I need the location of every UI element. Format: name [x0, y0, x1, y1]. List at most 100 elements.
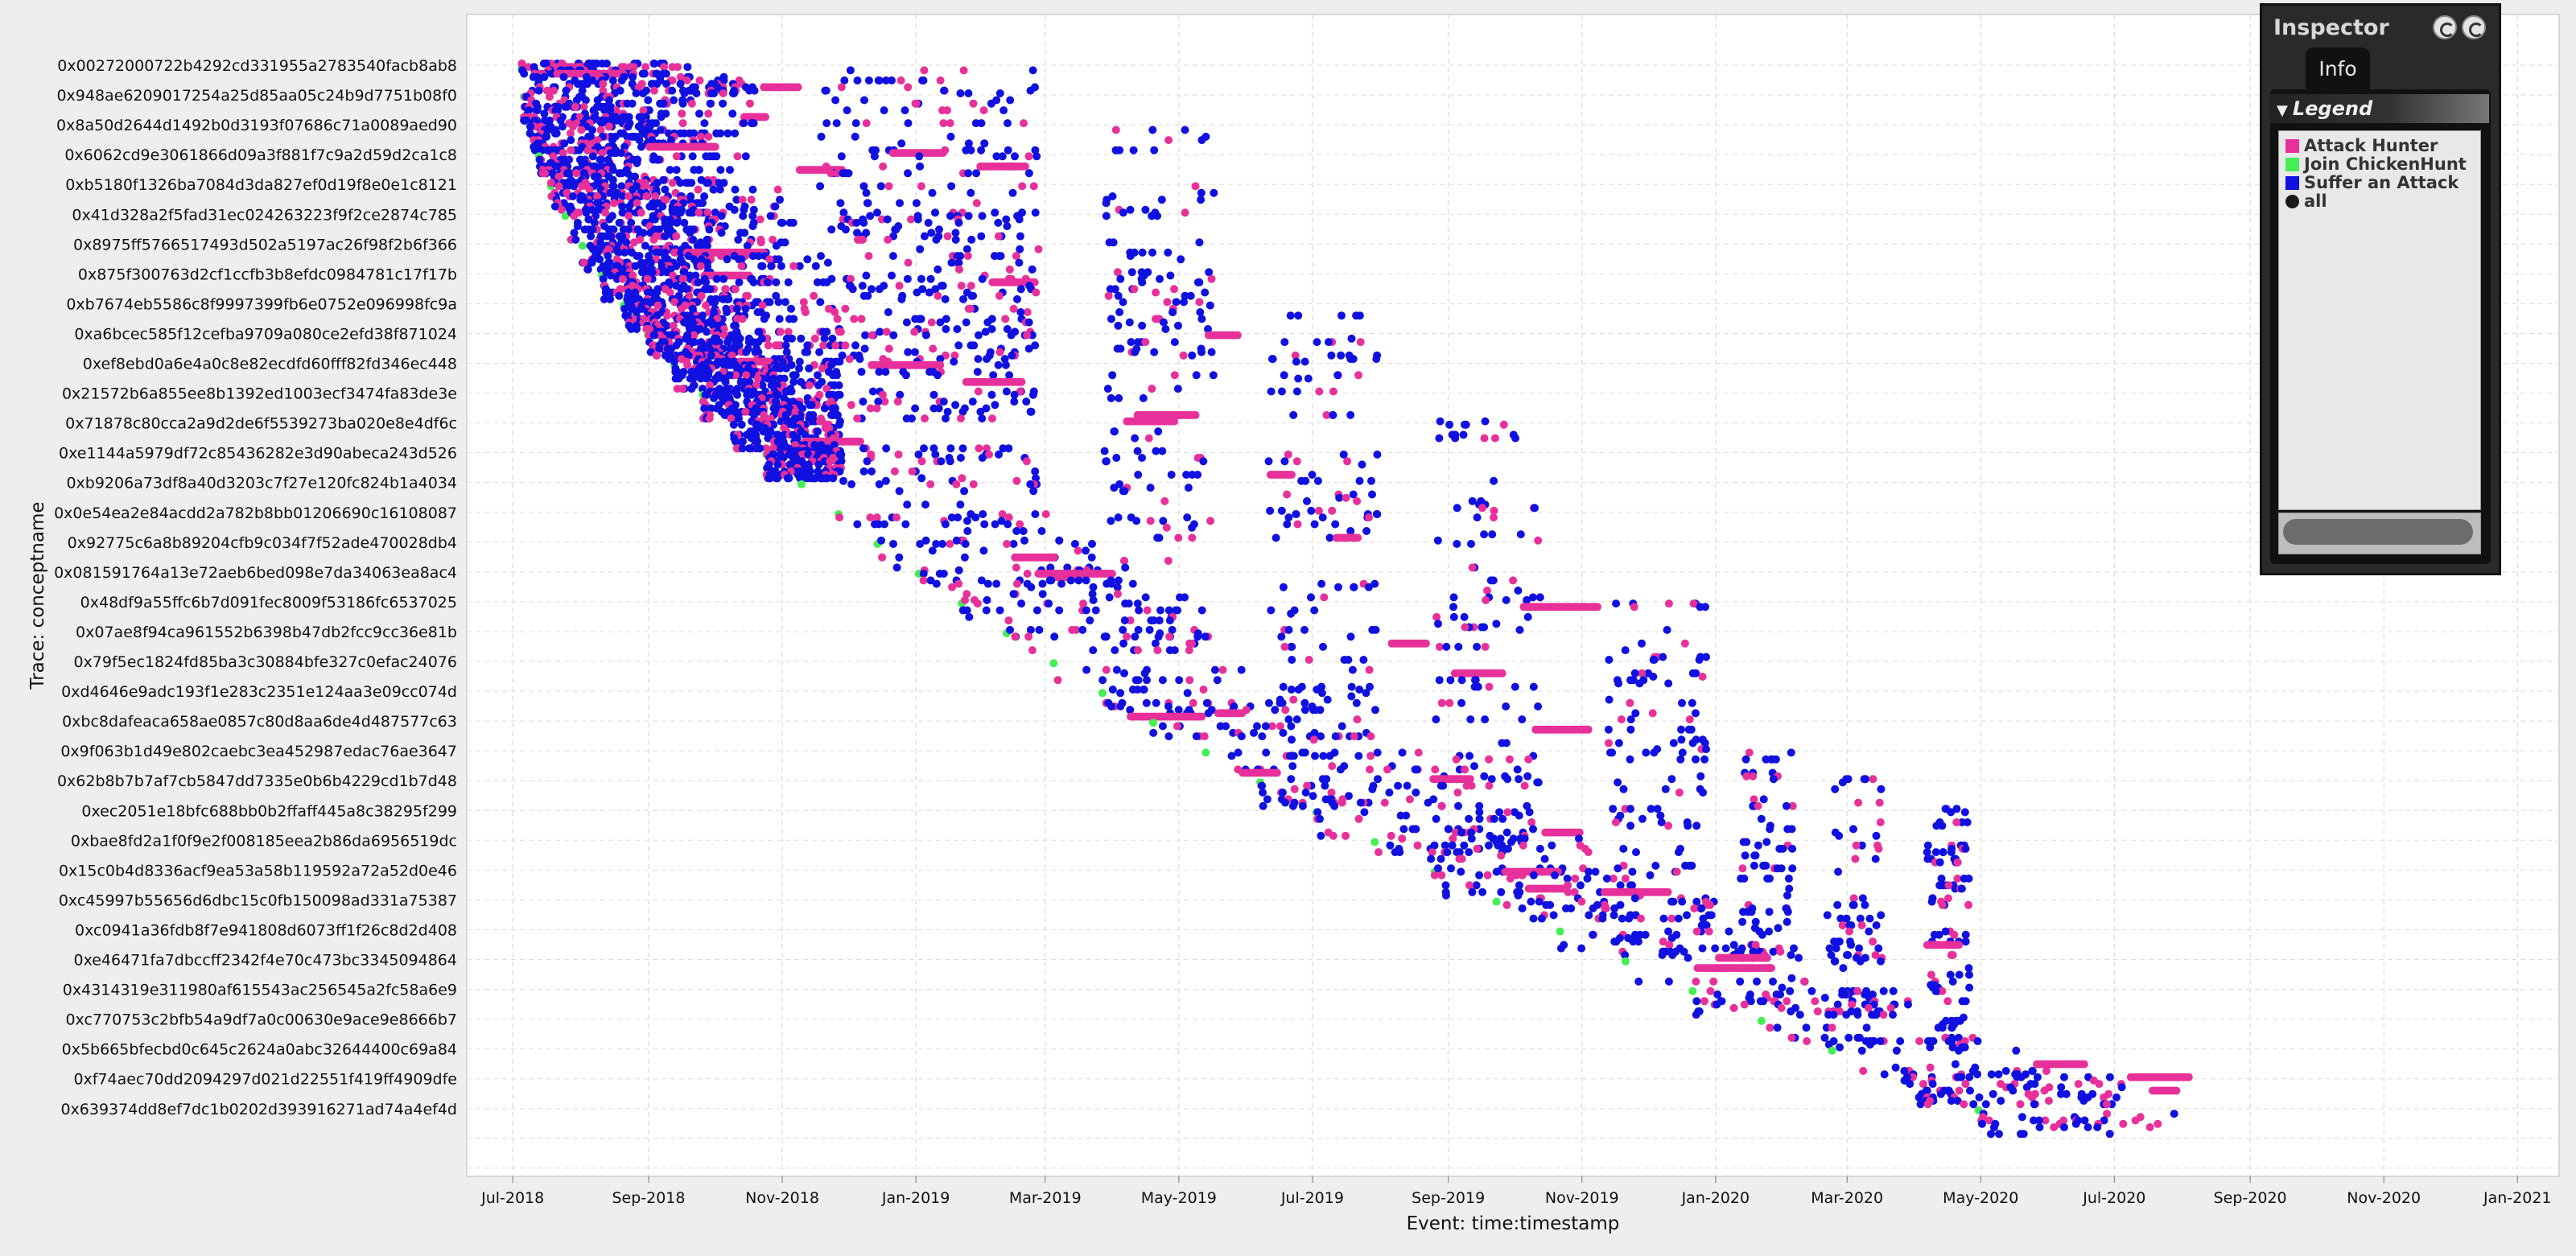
data-point-suffer-an-attack: [1442, 642, 1451, 651]
data-point-suffer-an-attack: [1116, 702, 1125, 710]
data-point-suffer-an-attack: [1112, 665, 1121, 674]
data-point-suffer-an-attack: [687, 179, 696, 187]
data-point-suffer-an-attack: [1158, 722, 1167, 731]
data-point-join-chickenhunt: [798, 480, 806, 488]
data-point-suffer-an-attack: [1128, 686, 1137, 694]
data-point-suffer-an-attack: [1016, 232, 1024, 241]
data-point-suffer-an-attack: [776, 364, 785, 373]
data-point-suffer-an-attack: [666, 166, 674, 175]
data-point-suffer-an-attack: [1442, 891, 1450, 900]
data-point-suffer-an-attack: [1935, 930, 1943, 939]
data-point-suffer-an-attack: [1262, 748, 1271, 757]
x-tick-label: Jul-2020: [2082, 1189, 2145, 1207]
data-point-suffer-an-attack: [1865, 914, 1874, 923]
data-point-suffer-an-attack: [1433, 536, 1442, 545]
data-point-suffer-an-attack: [721, 377, 730, 386]
data-point-attack-hunter: [868, 331, 876, 340]
data-point-suffer-an-attack: [694, 278, 703, 286]
data-point-attack-hunter: [741, 407, 750, 416]
data-point-suffer-an-attack: [1086, 616, 1094, 625]
data-point-suffer-an-attack: [1348, 665, 1357, 674]
data-point-suffer-an-attack: [614, 248, 623, 257]
data-point-suffer-an-attack: [1156, 606, 1164, 615]
data-point-suffer-an-attack: [1460, 841, 1469, 850]
data-point-suffer-an-attack: [623, 132, 632, 141]
data-point-suffer-an-attack: [823, 258, 832, 267]
data-point-suffer-an-attack: [917, 474, 926, 483]
data-point-suffer-an-attack: [650, 331, 658, 340]
data-point-suffer-an-attack: [964, 212, 973, 220]
data-point-attack-hunter: [624, 192, 633, 200]
data-point-join-chickenhunt: [1621, 957, 1630, 966]
data-point-attack-hunter: [599, 86, 608, 95]
data-point-suffer-an-attack: [976, 407, 985, 416]
data-point-suffer-an-attack: [1279, 728, 1288, 737]
data-point-suffer-an-attack: [1017, 599, 1026, 608]
data-point-suffer-an-attack: [904, 169, 912, 178]
data-point-suffer-an-attack: [544, 126, 553, 134]
data-point-suffer-an-attack: [742, 348, 751, 356]
data-point-suffer-an-attack: [604, 225, 613, 234]
data-point-suffer-an-attack: [1502, 739, 1511, 747]
data-point-attack-hunter: [973, 599, 982, 608]
data-point-attack-hunter: [958, 474, 967, 483]
data-point-suffer-an-attack: [717, 229, 726, 237]
data-point-suffer-an-attack: [1475, 871, 1484, 879]
data-point-suffer-an-attack: [974, 355, 983, 364]
data-point-suffer-an-attack: [1028, 265, 1037, 274]
y-tick-label: 0x71878c80cca2a9d2de6f5539273ba020e8e4df…: [65, 415, 457, 433]
data-point-suffer-an-attack: [1534, 778, 1543, 787]
data-point-suffer-an-attack: [596, 155, 604, 164]
data-point-suffer-an-attack: [1316, 814, 1324, 823]
data-point-attack-hunter: [836, 327, 845, 336]
data-point-join-chickenhunt: [1370, 838, 1379, 846]
data-point-attack-hunter: [1206, 517, 1215, 525]
data-point-suffer-an-attack: [738, 444, 747, 453]
data-point-suffer-an-attack: [1055, 606, 1064, 615]
data-point-suffer-an-attack: [1359, 656, 1368, 664]
data-point-suffer-an-attack: [1111, 146, 1120, 154]
data-point-attack-hunter: [1304, 656, 1313, 664]
x-axis-title: Event: time:timestamp: [1407, 1213, 1620, 1234]
data-point-attack-hunter: [1675, 789, 1684, 797]
data-point-suffer-an-attack: [979, 510, 987, 518]
data-point-suffer-an-attack: [520, 69, 529, 78]
data-point-join-chickenhunt: [1098, 689, 1107, 698]
data-point-suffer-an-attack: [864, 76, 873, 84]
data-point-suffer-an-attack: [1158, 676, 1167, 685]
grid-lines: [467, 14, 2559, 1176]
data-point-attack-hunter: [1148, 385, 1156, 393]
data-point-suffer-an-attack: [586, 258, 595, 267]
data-point-suffer-an-attack: [1527, 897, 1535, 906]
data-point-suffer-an-attack: [1197, 315, 1206, 323]
data-point-attack-hunter: [1421, 639, 1430, 648]
data-point-suffer-an-attack: [1277, 632, 1286, 641]
data-point-attack-hunter: [649, 235, 658, 244]
data-point-attack-hunter: [626, 63, 635, 72]
y-tick-label: 0xc0941a36fdb8f7e941808d6073ff1f26c8d2d4…: [75, 921, 457, 939]
data-point-attack-hunter: [1497, 851, 1506, 860]
data-point-suffer-an-attack: [818, 278, 827, 286]
data-point-attack-hunter: [703, 208, 712, 217]
data-point-suffer-an-attack: [680, 268, 689, 277]
y-tick-label: 0x92775c6a8b89204cfb9c034f7f52ade470028d…: [68, 534, 457, 552]
data-point-attack-hunter: [1630, 603, 1638, 612]
data-point-suffer-an-attack: [680, 218, 689, 227]
data-point-suffer-an-attack: [904, 119, 913, 128]
data-point-suffer-an-attack: [958, 444, 967, 453]
data-point-suffer-an-attack: [995, 89, 1004, 97]
data-point-attack-hunter: [1029, 182, 1038, 191]
data-point-suffer-an-attack: [1589, 930, 1597, 939]
x-tick-label: Mar-2020: [1811, 1189, 1883, 1207]
data-point-suffer-an-attack: [676, 80, 685, 89]
y-tick-label: 0x41d328a2f5fad31ec024263223f9f2ce2874c7…: [72, 206, 457, 224]
data-point-suffer-an-attack: [1317, 831, 1325, 840]
data-point-attack-hunter: [1437, 871, 1446, 879]
data-point-suffer-an-attack: [1754, 841, 1762, 850]
data-point-attack-hunter: [1197, 712, 1206, 721]
data-point-suffer-an-attack: [820, 404, 829, 413]
data-point-suffer-an-attack: [1016, 245, 1024, 253]
data-point-suffer-an-attack: [1398, 748, 1407, 757]
data-point-attack-hunter: [850, 315, 859, 323]
